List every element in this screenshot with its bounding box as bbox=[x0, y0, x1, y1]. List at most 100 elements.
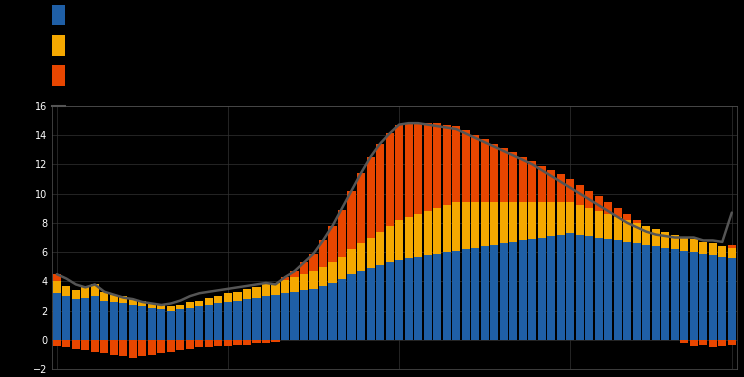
Bar bbox=[310, 289, 318, 340]
Bar bbox=[594, 196, 603, 211]
Bar bbox=[671, 234, 679, 249]
Bar bbox=[205, 305, 213, 340]
Bar bbox=[586, 236, 593, 340]
Bar bbox=[167, 311, 175, 340]
Bar bbox=[119, 303, 127, 340]
Bar bbox=[262, 340, 270, 343]
Bar bbox=[272, 283, 280, 295]
Bar bbox=[176, 340, 185, 350]
Bar bbox=[367, 157, 374, 238]
Bar bbox=[224, 293, 232, 302]
Bar bbox=[395, 220, 403, 259]
Bar bbox=[690, 340, 698, 346]
Bar bbox=[557, 175, 565, 202]
Bar bbox=[290, 292, 298, 340]
Bar bbox=[414, 257, 422, 340]
Bar bbox=[234, 340, 242, 345]
Bar bbox=[100, 292, 109, 300]
Bar bbox=[547, 202, 555, 236]
Bar bbox=[586, 208, 593, 236]
Bar bbox=[196, 340, 203, 348]
Bar bbox=[709, 255, 716, 340]
Bar bbox=[281, 280, 289, 293]
Bar bbox=[443, 125, 451, 205]
Bar bbox=[728, 258, 736, 340]
Bar bbox=[500, 148, 507, 202]
Bar bbox=[119, 296, 127, 303]
Bar bbox=[443, 252, 451, 340]
Bar bbox=[414, 214, 422, 257]
Bar bbox=[623, 214, 631, 220]
Bar bbox=[405, 217, 413, 258]
Bar bbox=[461, 202, 469, 249]
Bar bbox=[272, 340, 280, 342]
Bar bbox=[632, 220, 641, 223]
Bar bbox=[718, 246, 726, 257]
Bar bbox=[699, 242, 708, 254]
Bar bbox=[461, 130, 469, 202]
Bar bbox=[528, 202, 536, 239]
Bar bbox=[338, 279, 346, 340]
Bar bbox=[385, 262, 394, 340]
Bar bbox=[500, 244, 507, 340]
Bar bbox=[652, 246, 660, 340]
Bar bbox=[461, 249, 469, 340]
Bar bbox=[433, 123, 441, 208]
Bar bbox=[110, 295, 118, 302]
Bar bbox=[576, 205, 584, 234]
Bar bbox=[148, 340, 156, 355]
Bar bbox=[214, 296, 222, 303]
Bar bbox=[395, 259, 403, 340]
Bar bbox=[110, 302, 118, 340]
Bar bbox=[709, 340, 716, 348]
Bar bbox=[357, 244, 365, 271]
Bar bbox=[500, 202, 507, 244]
Bar bbox=[728, 245, 736, 248]
Bar bbox=[528, 239, 536, 340]
Bar bbox=[671, 249, 679, 340]
Bar bbox=[81, 287, 89, 297]
Bar bbox=[661, 231, 670, 248]
Bar bbox=[357, 271, 365, 340]
Bar bbox=[490, 245, 498, 340]
Bar bbox=[519, 241, 527, 340]
Bar bbox=[72, 299, 80, 340]
Bar bbox=[290, 271, 298, 277]
Bar bbox=[214, 340, 222, 346]
Bar bbox=[709, 244, 716, 255]
Bar bbox=[547, 170, 555, 202]
Bar bbox=[167, 340, 175, 352]
Bar bbox=[576, 185, 584, 205]
Bar bbox=[538, 238, 545, 340]
Bar bbox=[347, 274, 356, 340]
Bar bbox=[566, 233, 574, 340]
Bar bbox=[234, 292, 242, 300]
Bar bbox=[471, 248, 479, 340]
Bar bbox=[528, 161, 536, 202]
Bar bbox=[252, 340, 260, 343]
Bar bbox=[281, 277, 289, 280]
Bar bbox=[338, 257, 346, 279]
Bar bbox=[433, 254, 441, 340]
Bar bbox=[594, 211, 603, 238]
Bar bbox=[262, 296, 270, 340]
Bar bbox=[53, 340, 61, 346]
Bar bbox=[310, 254, 318, 271]
Bar bbox=[72, 290, 80, 299]
Bar bbox=[234, 300, 242, 340]
Bar bbox=[72, 340, 80, 349]
Bar bbox=[481, 139, 489, 202]
Bar bbox=[623, 242, 631, 340]
Bar bbox=[319, 267, 327, 286]
Bar bbox=[557, 202, 565, 234]
Bar bbox=[158, 310, 165, 340]
Bar bbox=[385, 226, 394, 262]
Bar bbox=[224, 302, 232, 340]
Bar bbox=[329, 226, 336, 262]
Bar bbox=[690, 239, 698, 252]
Bar bbox=[205, 340, 213, 348]
Bar bbox=[680, 340, 688, 343]
Bar bbox=[81, 340, 89, 350]
Bar bbox=[452, 126, 460, 202]
Bar bbox=[129, 340, 137, 358]
